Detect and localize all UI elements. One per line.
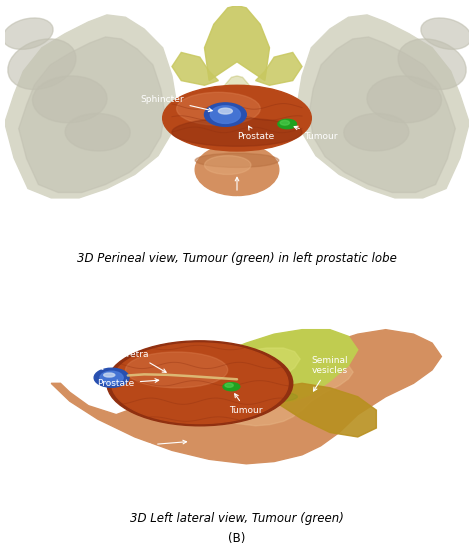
Circle shape [278,119,296,129]
Ellipse shape [100,371,123,384]
Circle shape [225,383,233,388]
Text: Tumour: Tumour [229,394,263,415]
Ellipse shape [33,76,107,123]
Polygon shape [5,15,177,198]
Ellipse shape [172,118,302,146]
Ellipse shape [107,341,293,426]
Polygon shape [309,37,456,193]
Ellipse shape [111,343,288,423]
Polygon shape [255,52,302,85]
Polygon shape [158,359,353,426]
Ellipse shape [195,144,279,195]
Ellipse shape [204,390,297,404]
Ellipse shape [219,108,232,114]
Circle shape [223,383,240,391]
Circle shape [280,120,290,125]
Text: 3D Left lateral view, Tumour (green): 3D Left lateral view, Tumour (green) [130,512,344,525]
Text: Prostate: Prostate [237,126,274,141]
Ellipse shape [65,114,130,151]
Text: Bladder: Bladder [213,298,261,335]
Ellipse shape [195,153,279,167]
Text: Sphincter: Sphincter [141,95,212,112]
Polygon shape [18,37,165,193]
Ellipse shape [104,373,115,377]
Ellipse shape [126,352,228,388]
Ellipse shape [94,368,129,387]
Ellipse shape [421,18,471,49]
Text: Uretra: Uretra [120,350,166,373]
Ellipse shape [163,85,311,151]
Ellipse shape [398,39,466,89]
Ellipse shape [177,92,260,125]
Text: Rectum: Rectum [118,440,187,450]
Polygon shape [172,52,219,85]
Text: (B): (B) [228,532,246,545]
Polygon shape [218,76,256,121]
Ellipse shape [344,114,409,151]
Ellipse shape [367,76,441,123]
Text: Seminal
vesicles: Seminal vesicles [311,355,348,391]
Polygon shape [274,383,376,437]
Ellipse shape [8,39,76,89]
Polygon shape [172,348,300,390]
Text: Sphincter: Sphincter [43,334,103,369]
Ellipse shape [210,106,240,124]
Ellipse shape [204,156,251,174]
Ellipse shape [204,103,246,126]
Polygon shape [144,330,358,406]
Text: Prostate: Prostate [98,379,159,388]
Text: Rectum: Rectum [219,177,255,205]
Polygon shape [51,330,441,464]
Polygon shape [204,6,270,81]
Polygon shape [297,15,469,198]
Text: Tumour: Tumour [294,126,337,141]
Text: 3D Perineal view, Tumour (green) in left prostatic lobe: 3D Perineal view, Tumour (green) in left… [77,252,397,264]
Ellipse shape [3,18,53,49]
